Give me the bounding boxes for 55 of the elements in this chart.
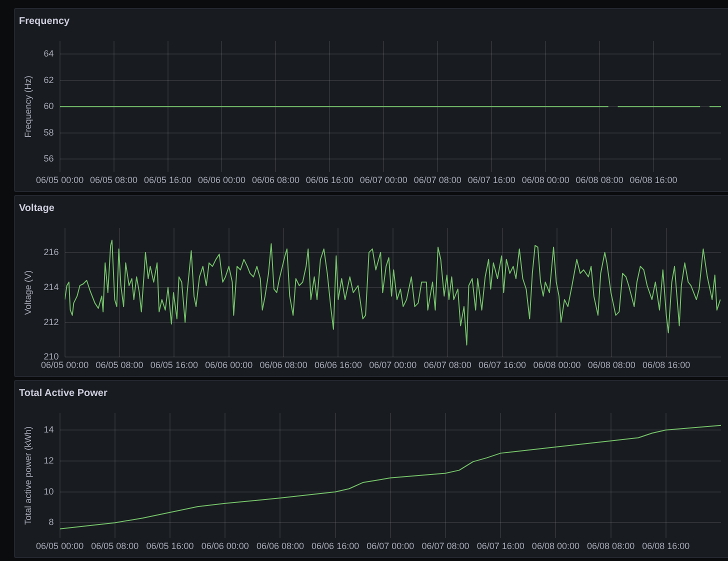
x-tick-label: 06/07 00:00 xyxy=(366,541,414,552)
chart-title: Total Active Power xyxy=(19,388,108,399)
x-tick-label: 06/07 08:00 xyxy=(424,360,472,370)
chart-title: Frequency xyxy=(19,16,70,27)
x-tick-label: 06/07 16:00 xyxy=(478,360,526,370)
y-tick-label: 214 xyxy=(44,282,59,292)
x-tick-label: 06/07 16:00 xyxy=(468,175,516,186)
x-tick-label: 06/06 16:00 xyxy=(306,175,354,186)
y-tick-label: 210 xyxy=(44,352,59,362)
x-tick-label: 06/05 08:00 xyxy=(96,360,144,370)
x-tick-label: 06/05 08:00 xyxy=(91,541,139,552)
x-tick-label: 06/08 00:00 xyxy=(533,360,581,370)
y-tick-label: 14 xyxy=(44,424,54,434)
x-tick-label: 06/08 16:00 xyxy=(642,541,690,552)
x-tick-label: 06/08 08:00 xyxy=(576,175,624,186)
y-axis-title: Voltage (V) xyxy=(22,270,33,315)
x-tick-label: 06/05 00:00 xyxy=(36,175,84,186)
x-tick-label: 06/05 16:00 xyxy=(146,541,194,552)
x-tick-label: 06/06 16:00 xyxy=(312,541,360,552)
x-tick-label: 06/05 16:00 xyxy=(150,360,198,370)
x-tick-label: 06/05 00:00 xyxy=(41,360,89,370)
x-tick-label: 06/08 00:00 xyxy=(532,541,580,552)
x-tick-label: 06/05 08:00 xyxy=(90,175,138,186)
chart-title: Voltage xyxy=(19,202,55,214)
x-tick-label: 06/06 00:00 xyxy=(201,541,249,552)
x-tick-label: 06/07 16:00 xyxy=(476,541,524,552)
y-tick-label: 10 xyxy=(44,486,54,496)
y-tick-label: 8 xyxy=(48,517,54,528)
x-tick-label: 06/07 00:00 xyxy=(369,360,417,370)
y-tick-label: 12 xyxy=(44,455,54,466)
x-tick-label: 06/05 16:00 xyxy=(144,175,192,186)
x-tick-label: 06/06 00:00 xyxy=(205,360,253,370)
x-tick-label: 06/08 00:00 xyxy=(522,175,570,186)
x-tick-label: 06/07 08:00 xyxy=(414,175,462,186)
x-tick-label: 06/07 08:00 xyxy=(422,541,470,552)
y-tick-label: 58 xyxy=(44,127,54,138)
x-tick-label: 06/08 08:00 xyxy=(588,360,636,370)
x-tick-label: 06/06 08:00 xyxy=(260,360,308,370)
y-tick-label: 212 xyxy=(44,316,59,327)
x-tick-label: 06/07 00:00 xyxy=(360,175,408,186)
y-tick-label: 62 xyxy=(44,74,54,85)
x-tick-label: 06/08 16:00 xyxy=(630,175,678,186)
x-tick-label: 06/06 08:00 xyxy=(252,175,300,186)
y-axis-title: Total active power (kWh) xyxy=(22,426,33,525)
y-tick-label: 56 xyxy=(44,154,54,164)
y-axis-title: Frequency (Hz) xyxy=(22,76,33,138)
x-tick-label: 06/06 08:00 xyxy=(256,541,304,552)
y-tick-label: 64 xyxy=(44,48,54,59)
x-tick-label: 06/08 08:00 xyxy=(587,541,635,552)
x-tick-label: 06/06 16:00 xyxy=(314,360,362,370)
y-tick-label: 216 xyxy=(44,246,59,257)
x-tick-label: 06/05 00:00 xyxy=(36,541,84,552)
x-tick-label: 06/08 16:00 xyxy=(642,360,690,370)
x-tick-label: 06/06 00:00 xyxy=(198,175,246,186)
y-tick-label: 60 xyxy=(44,101,54,112)
